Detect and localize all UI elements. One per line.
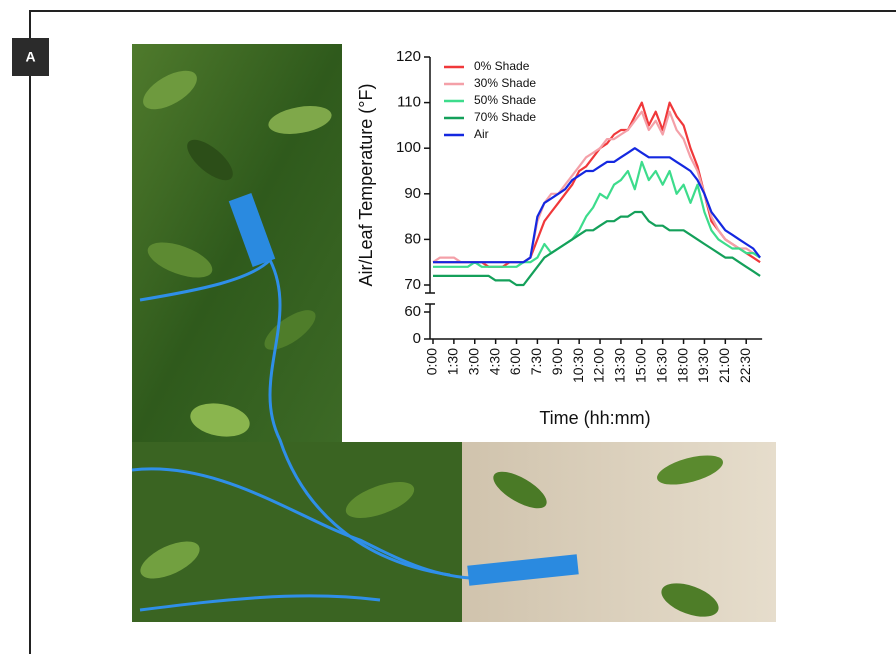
x-tick-label: 10:30 <box>570 348 586 383</box>
y-axis-label: Air/Leaf Temperature (°F) <box>356 84 376 287</box>
x-tick-label: 4:30 <box>486 348 502 375</box>
x-tick-label: 16:30 <box>653 348 669 383</box>
x-tick-label: 0:00 <box>424 348 440 375</box>
leaf <box>268 106 332 134</box>
y-tick-label: 80 <box>404 230 421 247</box>
y-tick-label: 60 <box>404 303 421 320</box>
y-tick-label: 100 <box>396 139 421 156</box>
x-axis-label: Time (hh:mm) <box>539 408 650 428</box>
x-tick-label: 9:00 <box>549 348 565 375</box>
leaf <box>143 70 197 110</box>
legend-label: Air <box>474 127 489 141</box>
x-tick-label: 19:30 <box>695 348 711 383</box>
x-tick-label: 13:30 <box>612 348 628 383</box>
legend-label: 70% Shade <box>474 110 536 124</box>
leaf <box>147 242 213 278</box>
leaf <box>493 471 547 509</box>
x-tick-label: 7:30 <box>528 348 544 375</box>
x-tick-label: 22:30 <box>737 348 753 383</box>
x-tick-label: 3:00 <box>465 348 481 375</box>
legend-label: 0% Shade <box>474 59 530 73</box>
leaf <box>187 139 233 181</box>
wire <box>139 257 451 577</box>
y-tick-label: 0 <box>413 330 421 347</box>
leaf <box>345 481 415 519</box>
leaf <box>661 583 719 617</box>
x-tick-label: 12:00 <box>591 348 607 383</box>
legend-label: 30% Shade <box>474 76 536 90</box>
series-line <box>433 147 761 264</box>
x-tick-label: 1:30 <box>445 348 461 375</box>
panel-label: A <box>25 49 35 65</box>
wire <box>131 467 471 580</box>
leaf <box>657 455 723 485</box>
leaf <box>190 403 250 437</box>
sensor <box>467 554 579 586</box>
y-tick-label: 70 <box>404 276 421 293</box>
wire <box>139 594 381 612</box>
x-tick-label: 15:00 <box>633 348 649 383</box>
x-tick-label: 6:00 <box>507 348 523 375</box>
y-tick-label: 110 <box>397 94 421 111</box>
x-tick-label: 18:00 <box>674 348 690 383</box>
y-tick-label: 90 <box>404 185 421 202</box>
sensor <box>228 193 276 267</box>
legend-label: 50% Shade <box>474 93 536 107</box>
frame <box>29 10 896 654</box>
leaf <box>140 541 200 579</box>
y-tick-label: 120 <box>396 48 421 65</box>
photo <box>131 44 776 622</box>
x-tick-label: 21:00 <box>716 348 732 383</box>
series-line <box>433 160 761 268</box>
chart: 0 60 70 80 90 100 110 120 0:00 1:30 3:00 4:30 6:00 7:… <box>396 48 763 383</box>
series-line <box>433 210 761 287</box>
panel-label-box <box>12 38 49 76</box>
